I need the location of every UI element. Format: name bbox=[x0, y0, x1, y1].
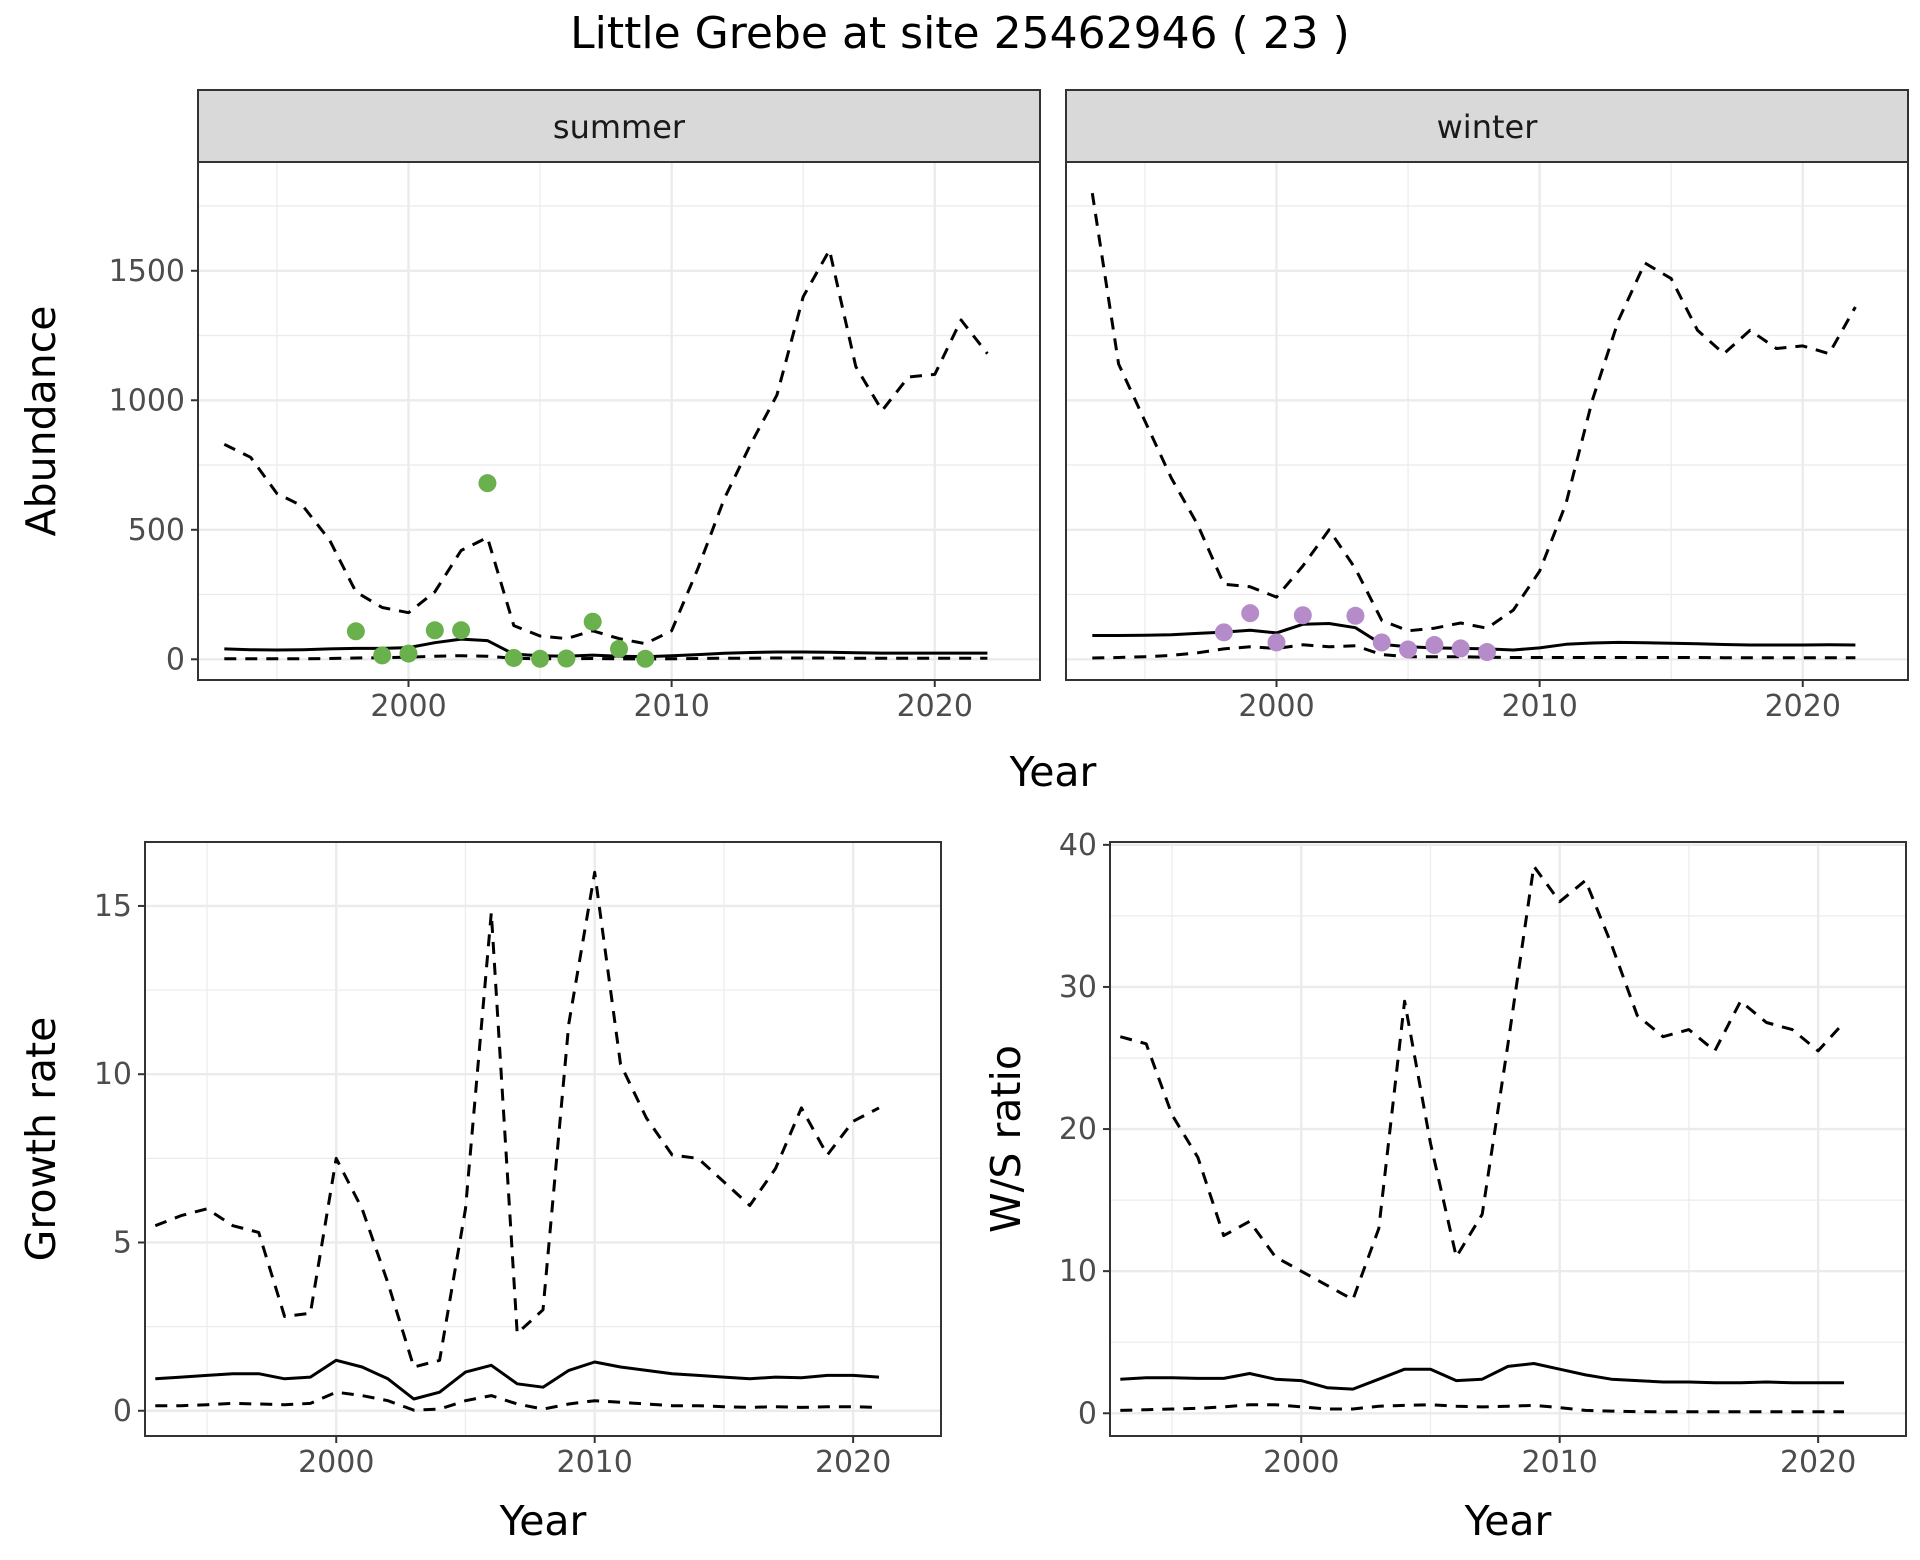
winter-strip-label: winter bbox=[1437, 108, 1539, 146]
winter-data-point bbox=[1293, 606, 1312, 625]
growth-dashed-line-1 bbox=[154, 870, 880, 1369]
winter-data-point bbox=[1241, 604, 1260, 623]
growth-y-tick-label: 15 bbox=[94, 889, 132, 924]
ws-y-tick-label: 0 bbox=[1078, 1396, 1097, 1431]
ws-x-tick-label: 2010 bbox=[1522, 1445, 1598, 1480]
summer-data-point bbox=[504, 648, 523, 667]
growth-panel-border bbox=[144, 841, 942, 1437]
growth-x-tick-label: 2020 bbox=[815, 1445, 891, 1480]
summer-data bbox=[223, 248, 989, 668]
summer-data-point bbox=[610, 639, 628, 658]
summer-y-tick-label: 1500 bbox=[109, 254, 185, 289]
summer-data-point bbox=[583, 612, 602, 631]
ws-data bbox=[1119, 864, 1846, 1414]
winter-data-point bbox=[1346, 606, 1365, 625]
growth-y-tick-label: 10 bbox=[94, 1057, 132, 1092]
summer-strip-label: summer bbox=[553, 108, 686, 146]
summer-data-point bbox=[373, 646, 392, 665]
growth-data bbox=[154, 870, 880, 1412]
summer-data-point bbox=[557, 649, 576, 668]
summer-dashed-line-2 bbox=[224, 654, 988, 661]
ws-panel: 2000 2010 2020 0 10 20 30 40 W/S ratio Year bbox=[982, 828, 1907, 1545]
summer-panel-border bbox=[197, 161, 1041, 681]
summer-dashed-line-1 bbox=[223, 248, 989, 646]
winter-x-tick-label: 2020 bbox=[1765, 689, 1841, 724]
ws-solid-line-0 bbox=[1120, 1362, 1844, 1391]
summer-data-point bbox=[346, 622, 365, 641]
ws-y-tick-label: 30 bbox=[1059, 970, 1097, 1005]
winter-data-point bbox=[1478, 643, 1496, 662]
growth-solid-line-0 bbox=[155, 1358, 880, 1401]
summer-data-point bbox=[425, 621, 444, 640]
abundance-x-title: Year bbox=[1009, 748, 1097, 796]
ws-y-tick-label: 10 bbox=[1059, 1254, 1097, 1289]
growth-y-tick-label: 0 bbox=[113, 1394, 132, 1429]
ws-panel-border bbox=[1109, 841, 1907, 1437]
summer-data-point bbox=[452, 621, 471, 640]
figure-title: Little Grebe at site 25462946 ( 23 ) bbox=[570, 8, 1350, 59]
summer-data-point bbox=[531, 649, 550, 668]
growth-panel: 2000 2010 2020 0 5 10 15 Growth rate Year bbox=[17, 841, 942, 1545]
ws-y-tick-label: 40 bbox=[1059, 828, 1097, 863]
growth-x-tick-label: 2000 bbox=[298, 1445, 374, 1480]
growth-x-title: Year bbox=[499, 1497, 587, 1545]
summer-y-tick-label: 0 bbox=[166, 642, 185, 677]
winter-x-tick-label: 2010 bbox=[1501, 689, 1577, 724]
winter-dashed-line-1 bbox=[1090, 192, 1857, 633]
growth-x-tick-label: 2010 bbox=[557, 1445, 633, 1480]
summer-x-tick-label: 2010 bbox=[633, 689, 709, 724]
summer-data-point bbox=[478, 474, 497, 493]
summer-data-point bbox=[399, 644, 418, 663]
summer-x-tick-label: 2020 bbox=[897, 689, 973, 724]
growth-axes: 2000 2010 2020 0 5 10 15 bbox=[94, 889, 891, 1480]
winter-data-point bbox=[1372, 633, 1391, 652]
winter-data-point bbox=[1425, 636, 1444, 655]
ws-dashed-line-2 bbox=[1120, 1403, 1844, 1414]
winter-data-point bbox=[1267, 633, 1286, 652]
winter-strip bbox=[1065, 89, 1909, 163]
summer-y-tick-label: 1000 bbox=[109, 383, 185, 418]
summer-solid-line-0 bbox=[224, 637, 988, 659]
summer-data-point bbox=[636, 649, 655, 668]
winter-data-point bbox=[1399, 640, 1418, 659]
growth-y-tick-label: 5 bbox=[113, 1225, 132, 1260]
summer-axes: 2000 2010 2020 0 500 1000 1500 bbox=[109, 254, 973, 724]
summer-strip bbox=[197, 89, 1041, 163]
winter-axes: 2000 2010 2020 bbox=[1238, 680, 1841, 724]
abundance-y-title: Abundance bbox=[17, 306, 65, 537]
winter-data bbox=[1090, 192, 1857, 662]
winter-data-point bbox=[1451, 639, 1470, 658]
ws-y-tick-label: 20 bbox=[1059, 1112, 1097, 1147]
winter-panel-border bbox=[1065, 161, 1909, 681]
ws-x-tick-label: 2000 bbox=[1263, 1445, 1339, 1480]
summer-x-tick-label: 2000 bbox=[370, 689, 446, 724]
winter-data-point bbox=[1214, 623, 1233, 642]
growth-dashed-line-2 bbox=[155, 1390, 880, 1412]
ws-x-title: Year bbox=[1464, 1497, 1552, 1545]
ws-axes: 2000 2010 2020 0 10 20 30 40 bbox=[1059, 828, 1856, 1480]
ws-dashed-line-1 bbox=[1119, 864, 1846, 1302]
winter-x-tick-label: 2000 bbox=[1238, 689, 1314, 724]
ws-x-tick-label: 2020 bbox=[1780, 1445, 1856, 1480]
summer-y-tick-label: 500 bbox=[128, 513, 185, 548]
growth-y-title: Growth rate bbox=[17, 1017, 65, 1262]
winter-dashed-line-2 bbox=[1092, 643, 1856, 660]
ws-y-title: W/S ratio bbox=[982, 1045, 1030, 1233]
growth-grid bbox=[145, 842, 941, 1436]
abundance-panel: summer winter 2000 2010 2020 0 500 1000 1500 2… bbox=[17, 89, 1909, 796]
